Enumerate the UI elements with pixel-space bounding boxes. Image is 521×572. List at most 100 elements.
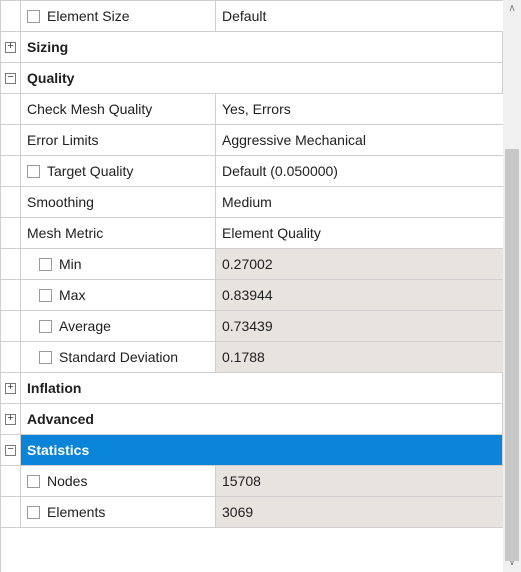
tree-gutter: +: [1, 32, 21, 62]
property-label: Min: [21, 249, 216, 279]
property-value[interactable]: Yes, Errors: [216, 94, 503, 124]
property-value[interactable]: Default (0.050000): [216, 156, 503, 186]
checkbox-icon[interactable]: [39, 351, 52, 364]
expand-icon[interactable]: +: [5, 383, 16, 394]
property-label-text: Element Size: [47, 8, 129, 24]
tree-gutter: +: [1, 404, 21, 434]
tree-gutter: [1, 280, 21, 310]
property-value-text: 0.1788: [222, 349, 265, 365]
tree-gutter: [1, 1, 21, 31]
property-label: Standard Deviation: [21, 342, 216, 372]
property-value-text: 0.83944: [222, 287, 273, 303]
property-value: 15708: [216, 466, 503, 496]
section-header-sizing[interactable]: + Sizing: [1, 32, 503, 63]
property-value[interactable]: Default: [216, 1, 503, 31]
property-row-max: Max 0.83944: [1, 280, 503, 311]
section-label-text: Inflation: [27, 380, 81, 396]
property-label-text: Elements: [47, 504, 105, 520]
property-label-text: Min: [59, 256, 82, 272]
property-label-text: Target Quality: [47, 163, 133, 179]
property-row-standard-deviation: Standard Deviation 0.1788: [1, 342, 503, 373]
property-row-error-limits: Error Limits Aggressive Mechanical: [1, 125, 503, 156]
property-label: Check Mesh Quality: [21, 94, 216, 124]
section-label[interactable]: Advanced: [21, 404, 503, 434]
property-label: Average: [21, 311, 216, 341]
tree-gutter: [1, 94, 21, 124]
property-value-text: 0.27002: [222, 256, 273, 272]
checkbox-icon[interactable]: [39, 320, 52, 333]
property-value[interactable]: Element Quality: [216, 218, 503, 248]
property-value-text: 0.73439: [222, 318, 273, 334]
properties-pane: Element SizeDefault+Sizing−QualityCheck …: [0, 0, 521, 572]
tree-gutter: [1, 497, 21, 527]
property-row-check-mesh-quality: Check Mesh Quality Yes, Errors: [1, 94, 503, 125]
checkbox-icon[interactable]: [27, 475, 40, 488]
vertical-scrollbar[interactable]: ∧ ∨: [503, 0, 521, 572]
collapse-icon[interactable]: −: [5, 73, 16, 84]
property-value-text: Medium: [222, 194, 272, 210]
section-label[interactable]: Quality: [21, 63, 503, 93]
property-label: Max: [21, 280, 216, 310]
checkbox-icon[interactable]: [27, 165, 40, 178]
section-label[interactable]: Statistics: [21, 435, 503, 465]
section-header-advanced[interactable]: + Advanced: [1, 404, 503, 435]
scroll-thumb[interactable]: [505, 149, 519, 561]
property-label-text: Check Mesh Quality: [27, 101, 152, 117]
property-row-element-size: Element Size Default: [1, 1, 503, 32]
tree-gutter: [1, 466, 21, 496]
section-header-quality[interactable]: −Quality: [1, 63, 503, 94]
tree-gutter: [1, 311, 21, 341]
tree-gutter: [1, 125, 21, 155]
tree-gutter: [1, 218, 21, 248]
tree-gutter: −: [1, 63, 21, 93]
checkbox-icon[interactable]: [27, 10, 40, 23]
properties-grid: Element SizeDefault+Sizing−QualityCheck …: [0, 0, 503, 572]
tree-gutter: [1, 156, 21, 186]
checkbox-icon[interactable]: [39, 289, 52, 302]
property-label: Error Limits: [21, 125, 216, 155]
collapse-icon[interactable]: −: [5, 445, 16, 456]
section-label-text: Quality: [27, 70, 74, 86]
checkbox-icon[interactable]: [39, 258, 52, 271]
property-value-text: Default (0.050000): [222, 163, 338, 179]
property-value-text: 15708: [222, 473, 261, 489]
property-value: 0.27002: [216, 249, 503, 279]
property-label-text: Nodes: [47, 473, 87, 489]
property-label: Target Quality: [21, 156, 216, 186]
property-row-average: Average 0.73439: [1, 311, 503, 342]
property-value-text: Element Quality: [222, 225, 321, 241]
property-value: 3069: [216, 497, 503, 527]
section-label[interactable]: Sizing: [21, 32, 503, 62]
tree-gutter: [1, 249, 21, 279]
property-value[interactable]: Medium: [216, 187, 503, 217]
property-value-text: 3069: [222, 504, 253, 520]
property-value-text: Default: [222, 8, 266, 24]
property-label: Mesh Metric: [21, 218, 216, 248]
property-label-text: Smoothing: [27, 194, 94, 210]
property-value: 0.73439: [216, 311, 503, 341]
tree-gutter: [1, 187, 21, 217]
section-header-statistics[interactable]: −Statistics: [1, 435, 503, 466]
property-value[interactable]: Aggressive Mechanical: [216, 125, 503, 155]
property-value-text: Yes, Errors: [222, 101, 291, 117]
property-row-mesh-metric: Mesh Metric Element Quality: [1, 218, 503, 249]
section-label-text: Statistics: [27, 442, 89, 458]
section-label-text: Sizing: [27, 39, 68, 55]
expand-icon[interactable]: +: [5, 42, 16, 53]
scroll-up-button[interactable]: ∧: [503, 0, 521, 18]
property-value-text: Aggressive Mechanical: [222, 132, 366, 148]
expand-icon[interactable]: +: [5, 414, 16, 425]
property-row-elements: Elements 3069: [1, 497, 503, 528]
property-label: Smoothing: [21, 187, 216, 217]
property-label-text: Average: [59, 318, 111, 334]
property-label-text: Standard Deviation: [59, 349, 178, 365]
section-header-inflation[interactable]: + Inflation: [1, 373, 503, 404]
property-label: Elements: [21, 497, 216, 527]
checkbox-icon[interactable]: [27, 506, 40, 519]
property-label: Element Size: [21, 1, 216, 31]
section-label-text: Advanced: [27, 411, 94, 427]
property-value: 0.83944: [216, 280, 503, 310]
property-row-min: Min 0.27002: [1, 249, 503, 280]
section-label[interactable]: Inflation: [21, 373, 503, 403]
property-label-text: Mesh Metric: [27, 225, 103, 241]
